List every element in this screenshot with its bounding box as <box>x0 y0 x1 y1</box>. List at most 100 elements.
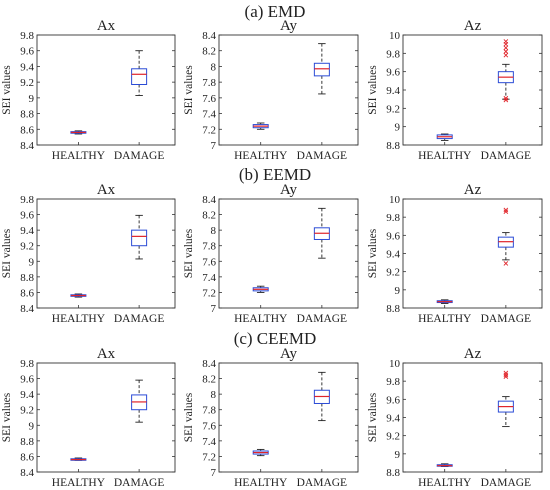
y-tick-label: 7.8 <box>202 405 216 417</box>
y-tick-label: 8.2 <box>202 374 216 386</box>
box-healthy <box>252 448 269 457</box>
y-tick-label: 8 <box>211 389 217 401</box>
panel-title: Az <box>464 18 482 34</box>
y-axis-label: SEI values <box>183 392 195 442</box>
y-tick-label: 7 <box>211 303 217 315</box>
y-tick-label: 8 <box>211 61 217 73</box>
outlier-point <box>503 49 509 54</box>
outlier-point <box>503 95 509 101</box>
x-tick-label: HEALTHY <box>52 150 106 162</box>
box-healthy <box>436 133 453 141</box>
y-tick-label: 7 <box>211 140 217 152</box>
y-tick-label: 9.6 <box>386 67 400 79</box>
y-axis-label: SEI values <box>1 392 13 442</box>
y-tick-label: 9.2 <box>386 431 400 443</box>
box-healthy <box>436 463 453 467</box>
y-tick-label: 9 <box>395 449 401 461</box>
outlier-point <box>503 261 509 266</box>
panel-ceemd-az: Az SEI values 8.8 9 9.2 9.4 9.6 9.8 10 HEALTHY DAM… <box>367 346 543 489</box>
y-axis-label: SEI values <box>183 228 195 278</box>
y-tick-label: 9.6 <box>386 230 400 242</box>
y-tick-label: 9.6 <box>386 394 400 406</box>
y-tick-label: 8.2 <box>202 210 216 222</box>
y-tick-label: 7.2 <box>202 287 216 299</box>
x-tick-label: DAMAGE <box>481 150 531 162</box>
y-tick-label: 9 <box>395 285 401 297</box>
panel-emd-ax: Ax SEI values 8.4 8.6 8.8 9 9.2 9.4 9.6 9.8 HEALTH… <box>1 18 176 162</box>
box-damage <box>131 379 148 423</box>
x-tick-label: HEALTHY <box>418 313 472 325</box>
x-tick-label: DAMAGE <box>114 313 164 325</box>
panel-title: Az <box>464 346 482 362</box>
outlier-point <box>503 207 509 213</box>
x-tick-label: DAMAGE <box>114 477 164 489</box>
y-tick-label: 9.4 <box>386 413 400 425</box>
y-tick-label: 9.8 <box>20 30 34 42</box>
y-tick-label: 9.8 <box>20 358 34 370</box>
y-tick-label: 7.6 <box>202 93 216 105</box>
y-tick-label: 8 <box>211 225 217 237</box>
box-damage <box>313 207 330 259</box>
y-tick-label: 8.8 <box>386 140 400 152</box>
panel-title: Ax <box>97 346 116 362</box>
y-tick-label: 9.8 <box>386 376 400 388</box>
box-healthy <box>70 293 87 298</box>
box-healthy <box>70 130 87 135</box>
outlier-point <box>503 374 509 379</box>
outlier-point <box>503 52 509 58</box>
plot-frame <box>36 34 176 146</box>
iqr-box <box>313 62 330 77</box>
chart-panels: Ax SEI values 8.4 8.6 8.8 9 9.2 9.4 9.6 9.8 HEALTH… <box>1 18 543 489</box>
box-damage <box>131 214 148 260</box>
panel-ceemd-ax: Ax SEI values 8.4 8.6 8.8 9 9.2 9.4 9.6 9.8 HEALTH… <box>1 346 176 489</box>
panel-title: Ay <box>280 182 297 198</box>
x-tick-label: DAMAGE <box>481 313 531 325</box>
iqr-box <box>131 68 148 85</box>
y-tick-label: 8.4 <box>20 303 34 315</box>
outlier-point <box>503 45 509 51</box>
y-tick-label: 9.8 <box>386 48 400 60</box>
y-tick-label: 7.8 <box>202 241 216 253</box>
section-title-emd: (a) EMD <box>245 2 306 21</box>
y-tick-label: 8.4 <box>20 140 34 152</box>
y-tick-label: 9 <box>29 256 35 268</box>
y-tick-label: 8.8 <box>20 109 34 121</box>
y-axis-label: SEI values <box>367 65 379 115</box>
y-tick-label: 9.4 <box>386 249 400 261</box>
outlier-point <box>503 97 509 103</box>
x-tick-label: HEALTHY <box>418 150 472 162</box>
x-tick-label: HEALTHY <box>234 313 288 325</box>
y-tick-label: 9.4 <box>20 225 34 237</box>
panel-title: Ax <box>97 182 116 198</box>
y-tick-label: 8.4 <box>20 467 34 479</box>
plot-frame <box>36 198 176 309</box>
x-tick-label: DAMAGE <box>297 150 347 162</box>
plot-frame <box>218 34 359 146</box>
x-tick-label: DAMAGE <box>481 477 531 489</box>
y-tick-label: 8.2 <box>202 46 216 58</box>
outlier-point <box>503 372 509 378</box>
y-tick-label: 9 <box>29 93 35 105</box>
box-healthy <box>436 299 453 304</box>
y-tick-label: 7.2 <box>202 451 216 463</box>
panel-emd-az: Az SEI values 8.8 9 9.2 9.4 9.6 9.8 10 HEALTHY DAM… <box>367 18 543 162</box>
plot-frame <box>36 362 176 473</box>
section-title-eemd: (b) EEMD <box>239 165 311 184</box>
x-tick-label: HEALTHY <box>234 150 288 162</box>
panel-title: Ay <box>280 18 297 34</box>
y-tick-label: 7 <box>211 467 217 479</box>
plot-frame <box>218 198 359 309</box>
panel-title: Ay <box>280 346 297 362</box>
y-tick-label: 9.8 <box>386 212 400 224</box>
y-tick-label: 9.4 <box>20 61 34 73</box>
y-tick-label: 10 <box>389 358 401 370</box>
y-tick-label: 8.4 <box>202 30 216 42</box>
y-tick-label: 9.8 <box>20 194 34 206</box>
y-axis-label: SEI values <box>367 228 379 278</box>
x-tick-label: HEALTHY <box>418 477 472 489</box>
x-tick-label: DAMAGE <box>297 313 347 325</box>
panel-eemd-az: Az SEI values 8.8 9 9.2 9.4 9.6 9.8 10 HEALTHY DAM… <box>367 182 543 325</box>
panel-emd-ay: Ay SEI values 7 7.2 7.4 7.6 7.8 8 8.2 8.4 HEALTHY D… <box>183 18 359 162</box>
panel-title: Ax <box>97 18 116 34</box>
